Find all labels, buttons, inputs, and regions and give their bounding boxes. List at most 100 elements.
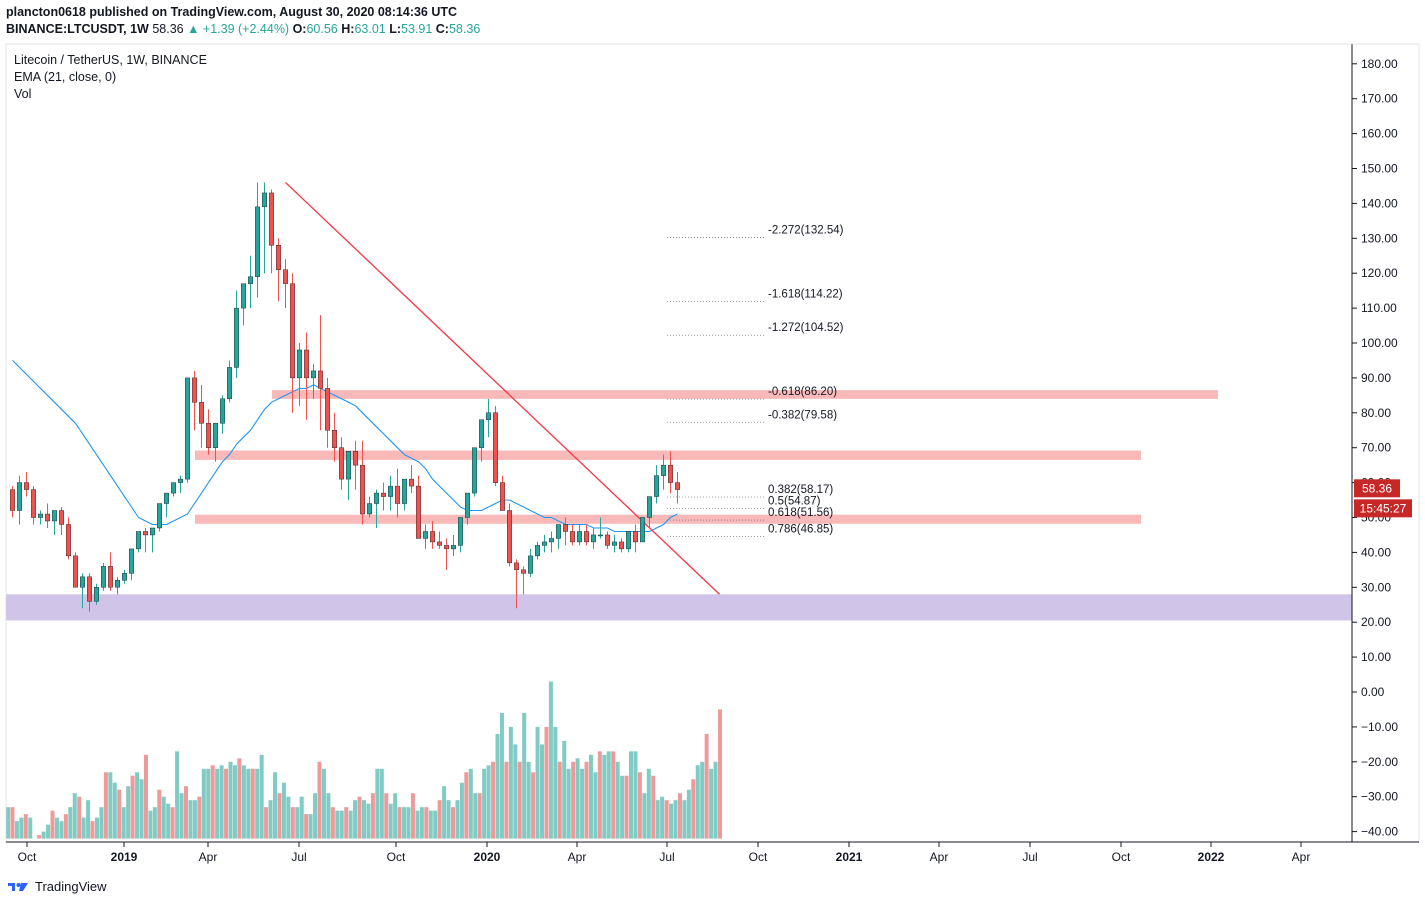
open-value: 60.56	[306, 22, 338, 36]
chart-header: plancton0618 published on TradingView.co…	[6, 4, 480, 38]
price-tick-label: 10.00	[1361, 650, 1391, 664]
volume-bar	[446, 800, 451, 839]
price-tick-label: 160.00	[1361, 127, 1398, 141]
volume-bar	[629, 751, 633, 839]
candle-body	[619, 541, 625, 550]
volume-bar	[161, 796, 166, 839]
volume-bar	[664, 800, 669, 839]
volume-bar	[179, 793, 184, 839]
volume-bar	[99, 807, 104, 839]
candle-body	[114, 580, 120, 588]
volume-bar	[588, 754, 593, 839]
volume-bar	[259, 754, 264, 839]
ema-legend[interactable]: EMA (21, close, 0)	[14, 70, 117, 84]
time-tick-label: Apr	[568, 850, 587, 864]
volume-bar	[152, 807, 157, 839]
volume-bar	[499, 712, 504, 839]
candle-body	[332, 430, 338, 448]
volume-bar	[237, 758, 242, 839]
volume-bar	[46, 824, 51, 839]
volume-bar	[375, 768, 380, 839]
candle-body	[318, 370, 324, 389]
price-tick-label: 100.00	[1361, 336, 1398, 350]
volume-bar	[339, 810, 344, 839]
price-tick-label: −40.00	[1361, 825, 1398, 839]
trend-line	[285, 181, 720, 595]
volume-bar	[642, 793, 647, 839]
candle-body	[374, 492, 380, 504]
volume-bar	[526, 761, 531, 839]
ema-line	[12, 360, 678, 533]
volume-bar	[135, 772, 140, 839]
volume-bar	[433, 810, 438, 839]
volume-bar	[321, 768, 326, 839]
volume-bar	[709, 768, 714, 839]
volume-bar	[504, 761, 509, 839]
volume-bar	[384, 793, 389, 839]
last-price: 58.36	[152, 22, 184, 36]
candle-body	[79, 576, 85, 588]
candle-body	[339, 447, 345, 480]
price-tick-label: 170.00	[1361, 92, 1398, 106]
price-tick-label: 20.00	[1361, 615, 1391, 629]
volume-bar	[281, 782, 286, 839]
candle-body	[65, 524, 71, 557]
zone-red	[195, 450, 1141, 460]
volume-bar	[90, 821, 95, 839]
candle-body	[577, 531, 583, 543]
volume-bar	[655, 800, 660, 839]
candle-body	[535, 545, 541, 557]
volume-bar	[602, 754, 607, 839]
volume-bar	[59, 821, 64, 839]
candle-body	[100, 566, 106, 588]
candle-body	[325, 388, 331, 431]
indicator-legend: Litecoin / TetherUS, 1W, BINANCE EMA (21…	[14, 52, 207, 103]
candle-body	[170, 482, 176, 494]
volume-bar	[388, 803, 393, 839]
symbol-title[interactable]: Litecoin / TetherUS, 1W, BINANCE	[14, 53, 207, 67]
volume-bar	[357, 796, 362, 839]
price-tick-label: 140.00	[1361, 196, 1398, 210]
price-tick-label: −30.00	[1361, 790, 1398, 804]
candle-body	[247, 276, 253, 284]
fib-label: -0.618(86.20)	[768, 386, 837, 398]
candle-body	[86, 576, 92, 602]
candle-body	[598, 534, 604, 537]
candle-body	[633, 531, 639, 543]
footer-brand: TradingView	[6, 879, 107, 894]
candle-body	[290, 283, 296, 379]
volume-bar	[130, 775, 135, 839]
volume-bar	[606, 751, 611, 839]
volume-bar	[557, 761, 562, 839]
candle-body	[353, 450, 359, 466]
volume-bar	[393, 793, 398, 839]
volume-bar	[95, 817, 99, 839]
volume-bar	[544, 726, 549, 839]
volume-legend[interactable]: Vol	[14, 87, 32, 101]
candle-body	[346, 450, 352, 480]
time-tick-label: 2020	[474, 850, 501, 864]
volume-bar	[700, 761, 705, 839]
volume-bar	[197, 796, 202, 839]
volume-bar	[397, 807, 402, 839]
volume-bar	[553, 726, 558, 839]
volume-bar	[686, 789, 691, 839]
volume-bar	[531, 772, 536, 839]
footer-brand-label[interactable]: TradingView	[35, 879, 107, 894]
volume-bar	[669, 803, 674, 839]
fib-label: -2.272(132.54)	[768, 224, 844, 236]
candle-body	[107, 566, 113, 588]
fibonacci-layer: -2.272(132.54) -1.618(114.22) -1.272(104.5…	[667, 224, 844, 537]
volume-bar	[246, 768, 251, 839]
volume-bar	[486, 765, 491, 839]
countdown-label: 15:45:27	[1360, 501, 1407, 515]
price-tick-label: 70.00	[1361, 441, 1391, 455]
volume-bar	[81, 817, 86, 839]
volume-bar	[415, 810, 420, 839]
candle-body	[521, 569, 527, 574]
candle-body	[500, 482, 506, 511]
volume-bar	[660, 796, 665, 839]
candle-body	[605, 534, 611, 546]
candle-body	[437, 541, 443, 546]
